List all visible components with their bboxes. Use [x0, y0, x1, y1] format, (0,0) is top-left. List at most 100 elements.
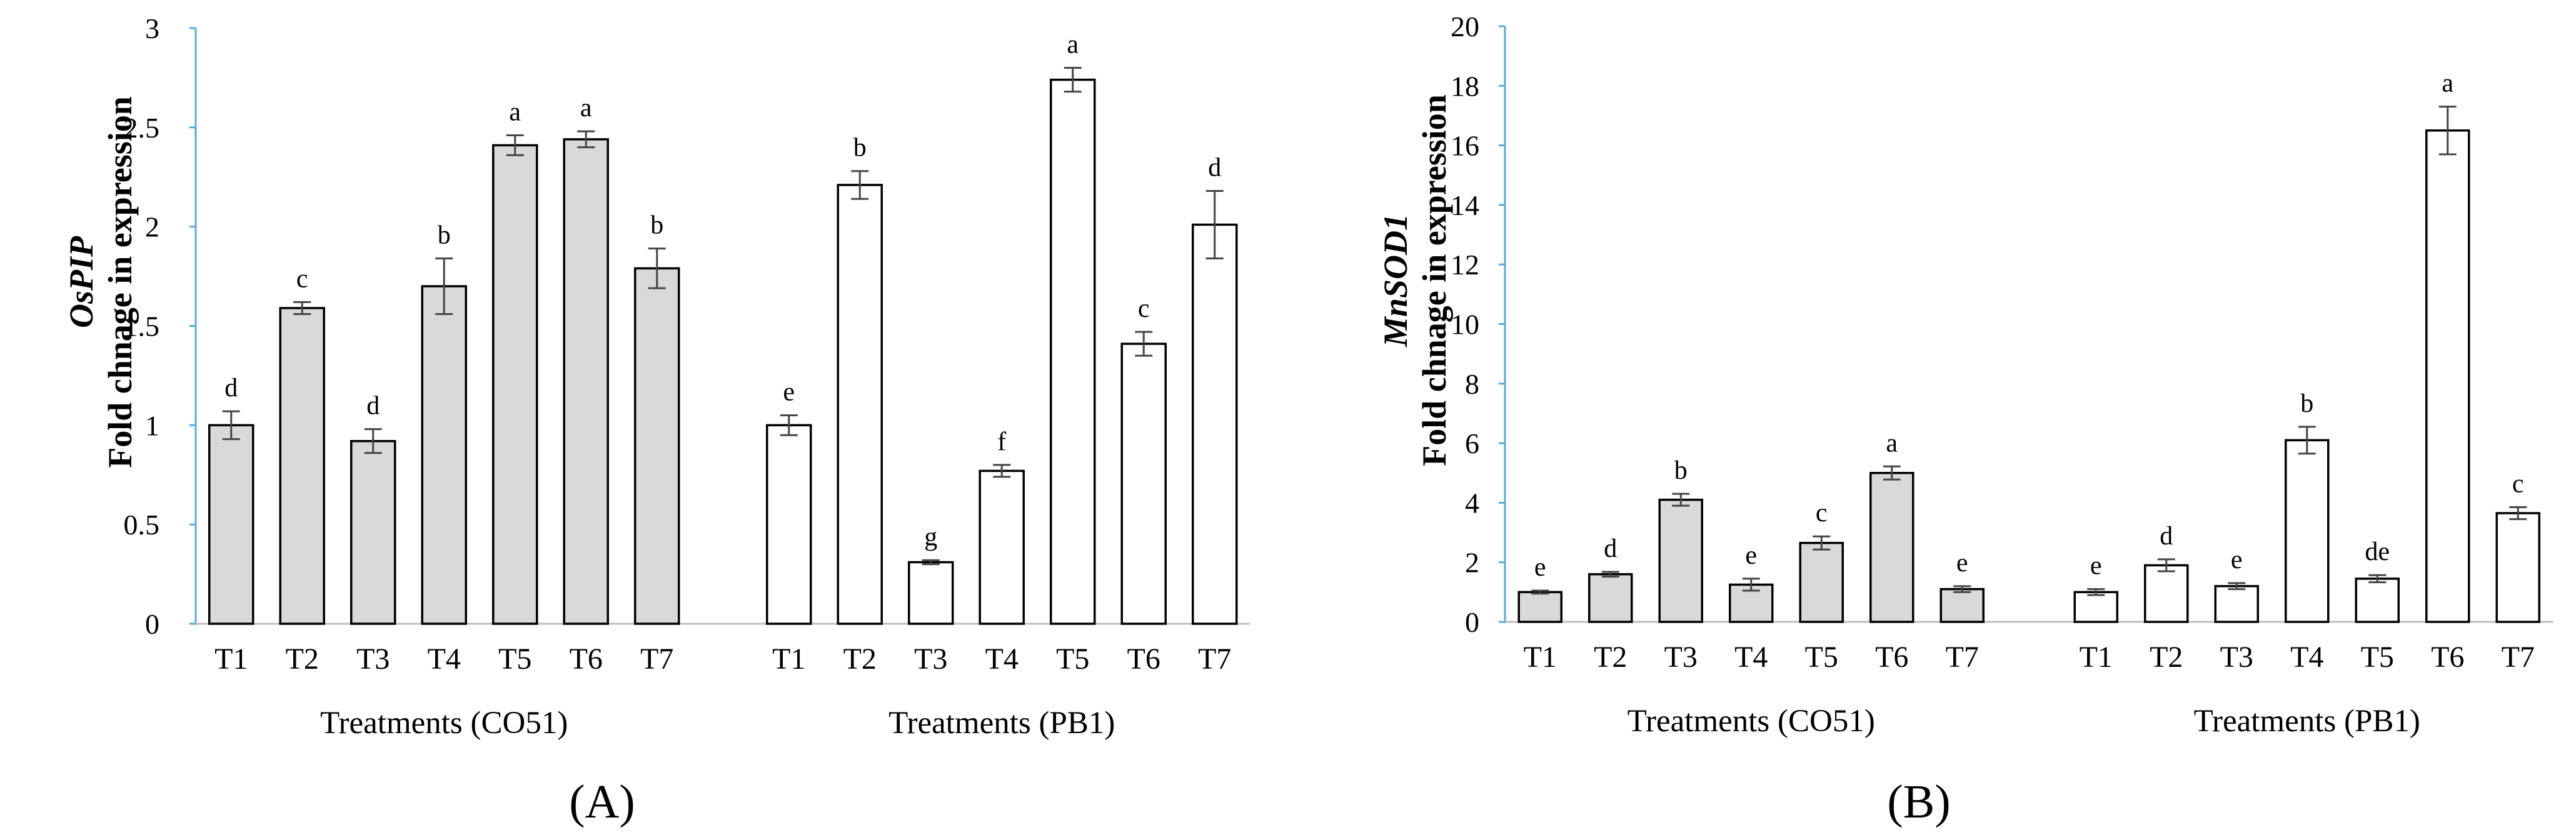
- y-tick-label: 20: [1451, 11, 1479, 42]
- significance-letter: d: [224, 374, 238, 402]
- bar: [1940, 588, 1985, 623]
- x-tick-label: T5: [498, 642, 531, 676]
- significance-letter: a: [1067, 31, 1079, 59]
- panel-label: (B): [1887, 776, 1950, 828]
- significance-letter: b: [650, 211, 663, 240]
- significance-letter: e: [1956, 549, 1968, 578]
- x-tick-label: T5: [2361, 641, 2394, 674]
- x-tick-label: T6: [1127, 642, 1160, 676]
- x-tick-label: T3: [2220, 641, 2253, 674]
- x-tick-label: T5: [1056, 642, 1089, 676]
- significance-letter: e: [1745, 541, 1757, 570]
- significance-letter: b: [2300, 389, 2313, 418]
- y-tick-label: 1: [145, 409, 159, 441]
- significance-letter: e: [783, 378, 795, 406]
- bar: [837, 184, 883, 625]
- x-tick-label: T1: [1524, 641, 1557, 674]
- bar: [350, 439, 396, 625]
- significance-letter: g: [924, 522, 937, 551]
- bar: [2425, 129, 2470, 623]
- chart-b: 0 2 4 6 8 10 12 14 16 18 20 MnSOD1Fold chnage in ex…: [1377, 11, 2553, 828]
- y-tick-label: 0.5: [124, 509, 160, 541]
- y-tick-label: 1.5: [124, 311, 160, 342]
- significance-letter: d: [1604, 534, 1617, 563]
- x-tick-label: T1: [214, 642, 248, 676]
- bar: [1588, 573, 1633, 623]
- bar: [2073, 591, 2118, 623]
- bar: [563, 138, 609, 625]
- significance-letter: a: [580, 94, 592, 122]
- y-axis-gene-name: OsPIP: [63, 236, 100, 328]
- bar: [492, 144, 538, 625]
- group-label: Treatments (CO51): [320, 706, 568, 741]
- bar: [2355, 578, 2400, 623]
- significance-letter: a: [2442, 69, 2453, 98]
- y-axis-label: Fold chnage in expression: [101, 96, 139, 468]
- bar: [1192, 223, 1238, 625]
- bar: [208, 424, 254, 625]
- significance-letter: c: [1816, 499, 1828, 528]
- bar: [2495, 512, 2540, 623]
- x-tick-label: T4: [428, 642, 461, 676]
- x-tick-label: T4: [2290, 641, 2323, 674]
- bar: [2144, 564, 2189, 623]
- x-tick-label: T3: [914, 642, 947, 676]
- y-tick-label: 14: [1451, 189, 1479, 221]
- bar: [1799, 541, 1844, 623]
- bar: [2285, 439, 2330, 623]
- x-tick-label: T6: [2431, 641, 2464, 674]
- bar: [1658, 498, 1703, 623]
- x-tick-label: T6: [570, 642, 603, 676]
- bar: [1050, 78, 1096, 625]
- x-tick-label: T2: [1594, 641, 1627, 674]
- significance-letter: b: [853, 134, 867, 162]
- y-tick-label: 16: [1451, 130, 1479, 162]
- x-tick-label: T7: [640, 642, 673, 676]
- significance-letter: c: [1138, 294, 1150, 323]
- y-tick-label: 3: [145, 12, 159, 44]
- y-axis-title: MnSOD1Fold chnage in expression: [1377, 94, 1453, 466]
- x-tick-label: T5: [1805, 641, 1838, 674]
- x-tick-label: T3: [356, 642, 390, 676]
- x-tick-label: T1: [772, 642, 805, 676]
- x-tick-label: T6: [1875, 641, 1908, 674]
- bar: [1729, 583, 1774, 623]
- y-tick-label: 0: [1465, 606, 1479, 638]
- y-axis-gene-name: MnSOD1: [1377, 214, 1414, 348]
- y-tick-label: 6: [1465, 428, 1479, 459]
- x-tick-label: T2: [2150, 641, 2183, 674]
- y-tick-label: 8: [1465, 368, 1479, 400]
- x-tick-label: T3: [1664, 641, 1698, 674]
- bar: [766, 424, 812, 625]
- significance-letter: d: [1208, 153, 1221, 182]
- significance-letter: e: [1534, 553, 1546, 582]
- bar: [979, 469, 1025, 625]
- y-axis-label: Fold chnage in expression: [1416, 94, 1453, 466]
- significance-letter: c: [2512, 470, 2524, 499]
- y-tick-label: 12: [1451, 249, 1479, 281]
- x-tick-label: T7: [1946, 641, 1979, 674]
- x-tick-label: T1: [2080, 641, 2113, 674]
- bar: [1120, 342, 1167, 625]
- y-tick-label: 2: [145, 211, 159, 243]
- group-label: Treatments (PB1): [888, 706, 1115, 741]
- significance-letter: de: [2365, 538, 2390, 566]
- significance-letter: d: [2160, 522, 2173, 551]
- x-tick-label: T7: [1198, 642, 1231, 676]
- y-axis-title: OsPIPFold chnage in expression: [63, 96, 139, 468]
- x-tick-label: T2: [843, 642, 877, 676]
- significance-letter: d: [366, 392, 380, 421]
- bar: [1517, 591, 1562, 623]
- group-label: Treatments (PB1): [2194, 704, 2420, 739]
- group-label: Treatments (CO51): [1628, 704, 1875, 739]
- significance-letter: f: [997, 428, 1006, 456]
- x-tick-label: T4: [985, 642, 1019, 676]
- x-tick-label: T7: [2502, 641, 2535, 674]
- y-tick-label: 4: [1465, 487, 1479, 519]
- bar: [421, 285, 467, 625]
- significance-letter: a: [1886, 429, 1898, 458]
- y-tick-label: 0: [145, 608, 159, 640]
- bar: [634, 267, 680, 625]
- x-tick-label: T2: [286, 642, 319, 676]
